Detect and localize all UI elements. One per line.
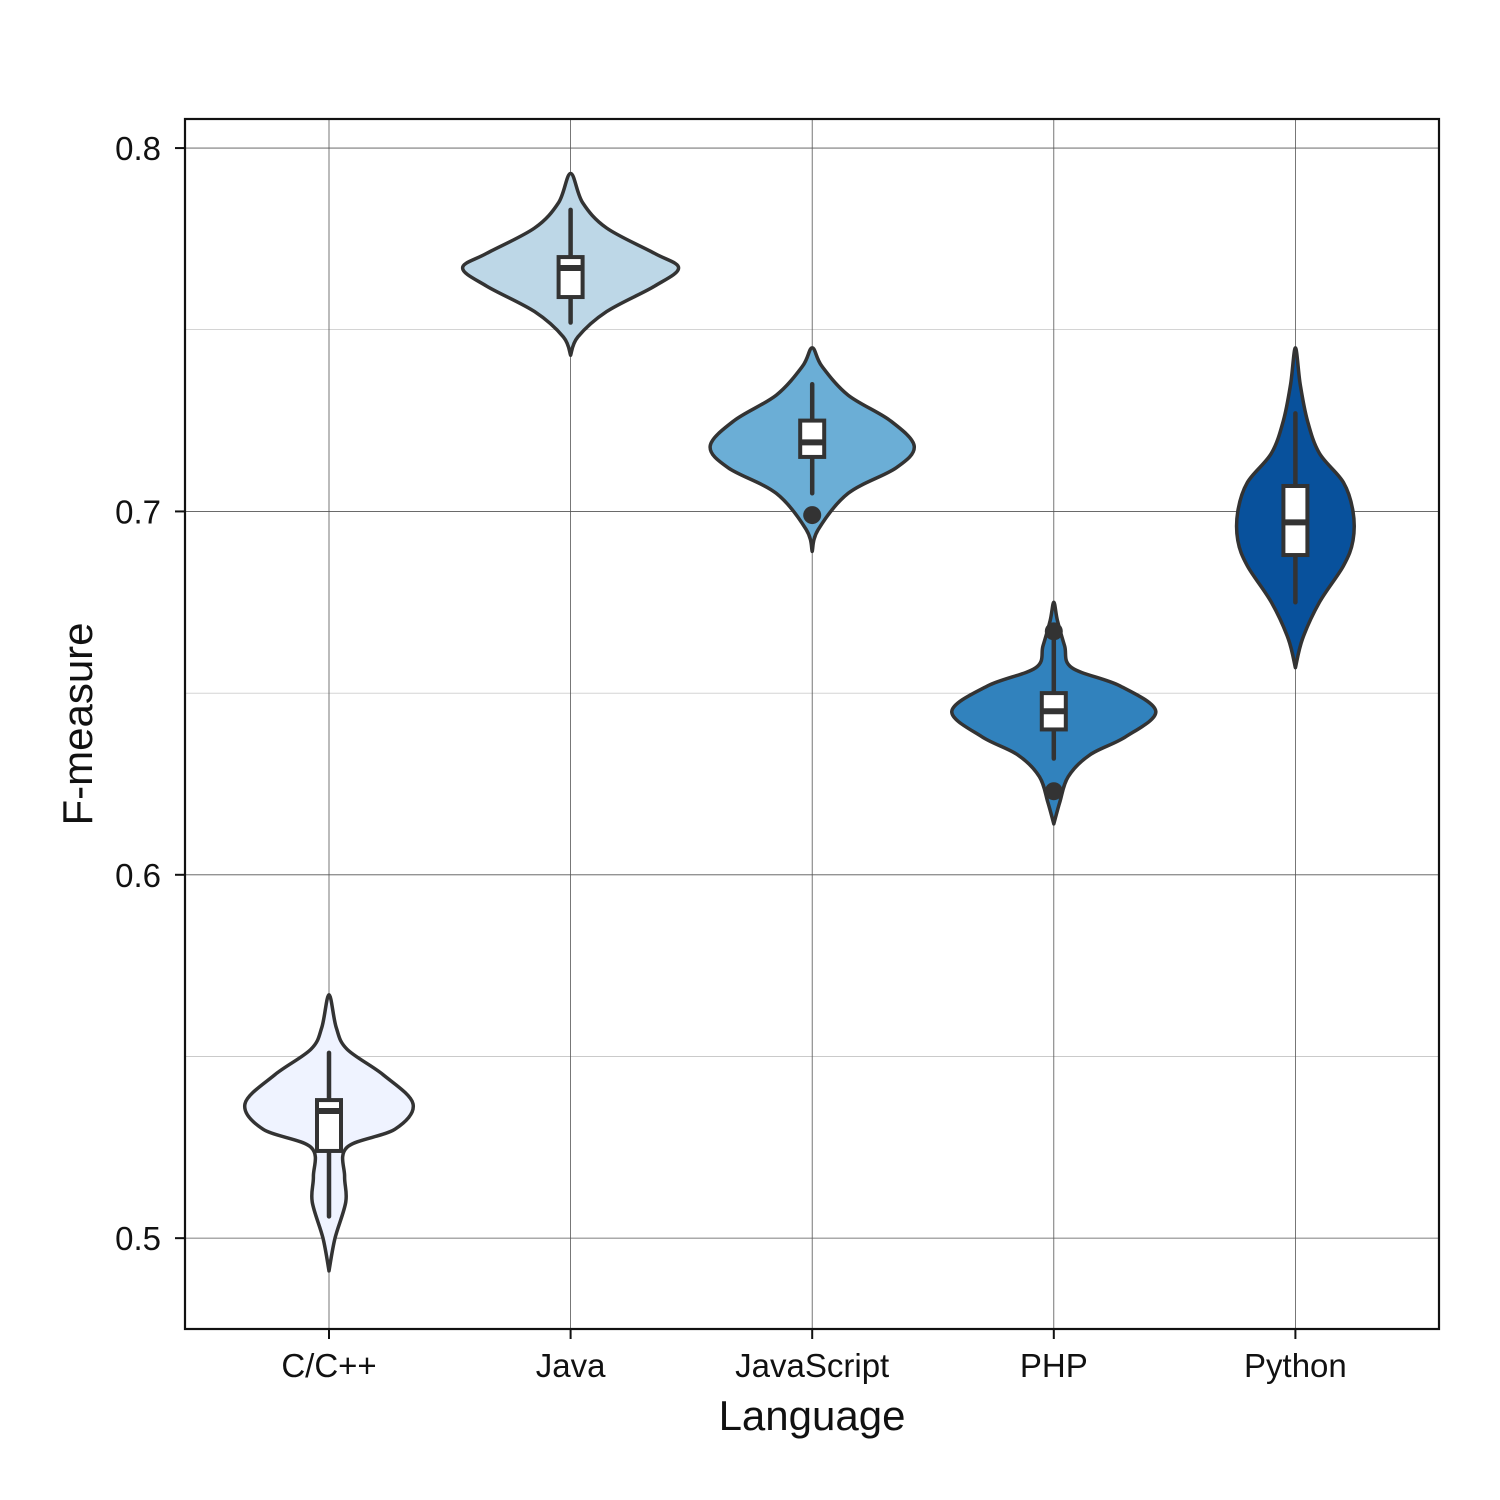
violin-group <box>243 992 415 1273</box>
iqr-box <box>798 418 827 459</box>
iqr-box <box>556 255 585 300</box>
outlier-point <box>1044 622 1063 641</box>
x-tick-label: PHP <box>1020 1347 1088 1384</box>
violins <box>243 171 1356 1273</box>
y-tick-label: 0.7 <box>115 493 161 530</box>
y-tick-label: 0.8 <box>115 130 161 167</box>
x-tick-label: JavaScript <box>735 1347 889 1384</box>
y-tick-label: 0.5 <box>115 1220 161 1257</box>
x-axis-ticks: C/C++ Java JavaScript PHP Python <box>281 1329 1347 1384</box>
x-tick-label: Java <box>536 1347 606 1384</box>
y-axis-ticks: 0.5 0.6 0.7 0.8 <box>115 130 185 1257</box>
violin-group <box>950 600 1158 826</box>
x-axis-title: Language <box>719 1392 906 1439</box>
outlier-point <box>1044 782 1063 801</box>
iqr-box <box>315 1098 343 1153</box>
outlier-point <box>803 506 822 525</box>
violin-group <box>460 171 681 357</box>
x-tick-label: Python <box>1244 1347 1347 1384</box>
violin-group <box>708 346 916 554</box>
x-tick-label: C/C++ <box>281 1347 376 1384</box>
grid-lines <box>185 119 1439 1329</box>
y-tick-label: 0.6 <box>115 857 161 894</box>
y-axis-title: F-measure <box>54 622 101 825</box>
violin-group <box>1234 346 1356 670</box>
